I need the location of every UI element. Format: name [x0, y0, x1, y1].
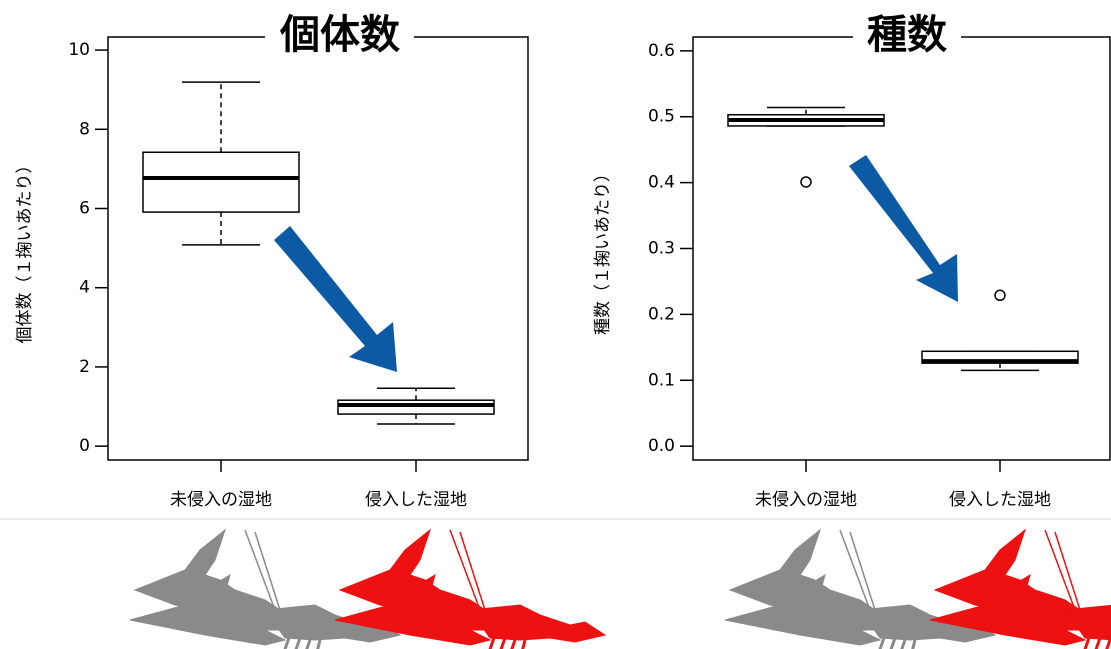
chart-title: 個体数: [279, 12, 400, 58]
chart-title: 種数: [867, 12, 947, 58]
y-tick-label: 10: [68, 40, 90, 60]
x-tick-label: 未侵入の湿地: [755, 490, 857, 510]
y-tick-label: 4: [79, 278, 90, 298]
x-tick-label: 侵入した湿地: [949, 490, 1051, 510]
y-tick-label: 0: [79, 436, 90, 456]
y-tick-label: 0.6: [648, 41, 675, 61]
y-tick-label: 0.3: [648, 239, 675, 259]
y-axis-label: 種数（１掬いあたり）: [593, 165, 613, 335]
chart: 個体数個体数（１掬いあたり） 0 2 4 6 8 10 未侵入の湿地 侵入した湿地 種数種数（１掬…: [0, 0, 1111, 649]
box: [338, 400, 494, 414]
y-tick-label: 2: [79, 357, 90, 377]
y-axis-label: 個体数（１掬いあたり）: [15, 157, 35, 344]
y-tick-label: 0.1: [648, 370, 675, 390]
outlier: [995, 290, 1005, 300]
y-tick-label: 8: [79, 119, 90, 139]
y-tick-label: 0.4: [648, 173, 675, 193]
plot-frame: [108, 37, 528, 460]
x-tick-label: 侵入した湿地: [365, 490, 467, 510]
arrow: [849, 155, 958, 302]
y-tick-label: 0.0: [648, 436, 675, 456]
x-tick-label: 未侵入の湿地: [170, 490, 272, 510]
box: [143, 152, 299, 212]
plot-frame: [693, 37, 1110, 460]
y-tick-label: 0.5: [648, 107, 675, 127]
y-tick-label: 0.2: [648, 304, 675, 324]
outlier: [801, 177, 811, 187]
y-tick-label: 6: [79, 198, 90, 218]
arrow: [274, 226, 397, 372]
